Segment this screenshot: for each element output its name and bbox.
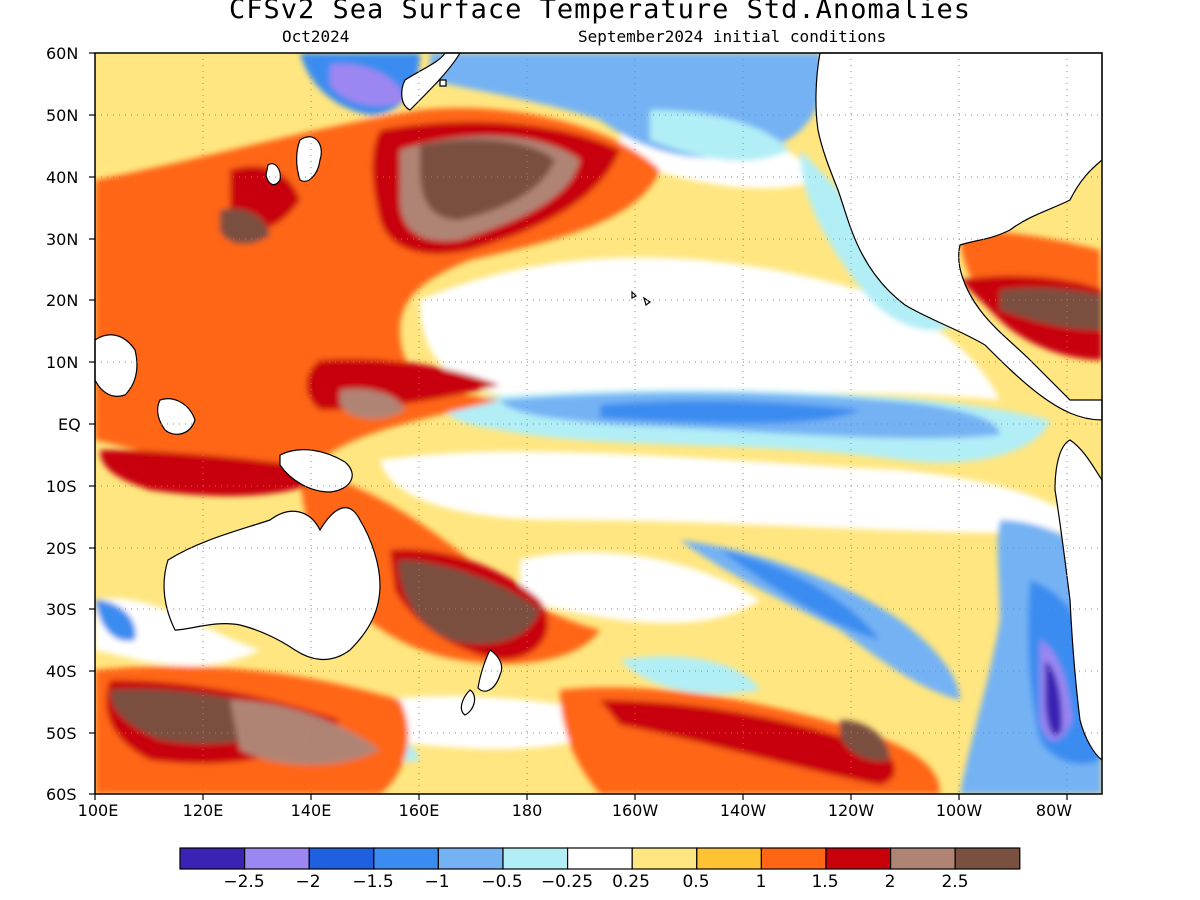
colorbar-label: −0.5 [481, 872, 523, 892]
colorbar-label: −2.5 [223, 872, 265, 892]
colorbar-swatch [244, 847, 310, 870]
lat-label: 60N [46, 44, 79, 63]
colorbar-swatch [566, 847, 633, 870]
lat-label: 50N [46, 106, 79, 125]
colorbar-swatch [954, 847, 1021, 870]
lon-label: 180 [511, 801, 543, 820]
colorbar-swatch [889, 847, 956, 870]
lon-label: 80W [1035, 801, 1073, 820]
colorbar-label: 1.5 [811, 872, 839, 892]
colorbar-label: −0.25 [540, 872, 594, 892]
lat-label: 40N [46, 168, 79, 187]
colorbar-swatch [308, 847, 375, 870]
colorbar-label: 0.25 [612, 872, 650, 892]
axis-ticks [89, 52, 1068, 800]
colorbar-swatch [825, 847, 892, 870]
colorbar-swatch [760, 847, 827, 870]
lon-label: 140W [719, 801, 767, 820]
lat-label: 10S [46, 477, 77, 496]
colorbar-label: 2 [884, 872, 896, 892]
colorbar-label: 1 [755, 872, 767, 892]
colorbar-swatch [696, 847, 762, 870]
lat-label: 40S [46, 662, 77, 681]
colorbar-label: 0.5 [682, 872, 710, 892]
colorbar-swatch [502, 847, 569, 870]
lat-label: 10N [46, 353, 79, 372]
lat-label: 20S [46, 539, 77, 558]
lat-label: 30S [46, 600, 77, 619]
colorbar-swatch [179, 847, 246, 870]
lat-label: 20N [46, 291, 79, 310]
lat-label: 50S [46, 724, 77, 743]
colorbar-label: −1 [424, 872, 450, 892]
lon-label: 160W [611, 801, 659, 820]
lat-label: 60S [46, 785, 77, 804]
lon-label: 120E [182, 801, 224, 820]
lon-label: 120W [827, 801, 875, 820]
colorbar [179, 847, 1021, 870]
lon-label: 160E [398, 801, 440, 820]
lat-label: EQ [58, 415, 81, 434]
initial-conditions: September2024 initial conditions [578, 27, 887, 46]
colorbar-swatch [373, 847, 439, 870]
colorbar-swatch [437, 847, 504, 870]
forecast-month: Oct2024 [282, 27, 350, 46]
lon-label: 140E [290, 801, 332, 820]
land-masses [94, 52, 1103, 762]
colorbar-label: −2 [295, 872, 321, 892]
map-title: CFSv2 Sea Surface Temperature Std.Anomal… [229, 0, 971, 25]
colorbar-label: 2.5 [941, 872, 969, 892]
lat-label: 30N [46, 230, 79, 249]
lon-label: 100W [935, 801, 983, 820]
lon-label: 100E [77, 801, 119, 820]
colorbar-label: −1.5 [352, 872, 394, 892]
colorbar-swatch [631, 847, 698, 870]
